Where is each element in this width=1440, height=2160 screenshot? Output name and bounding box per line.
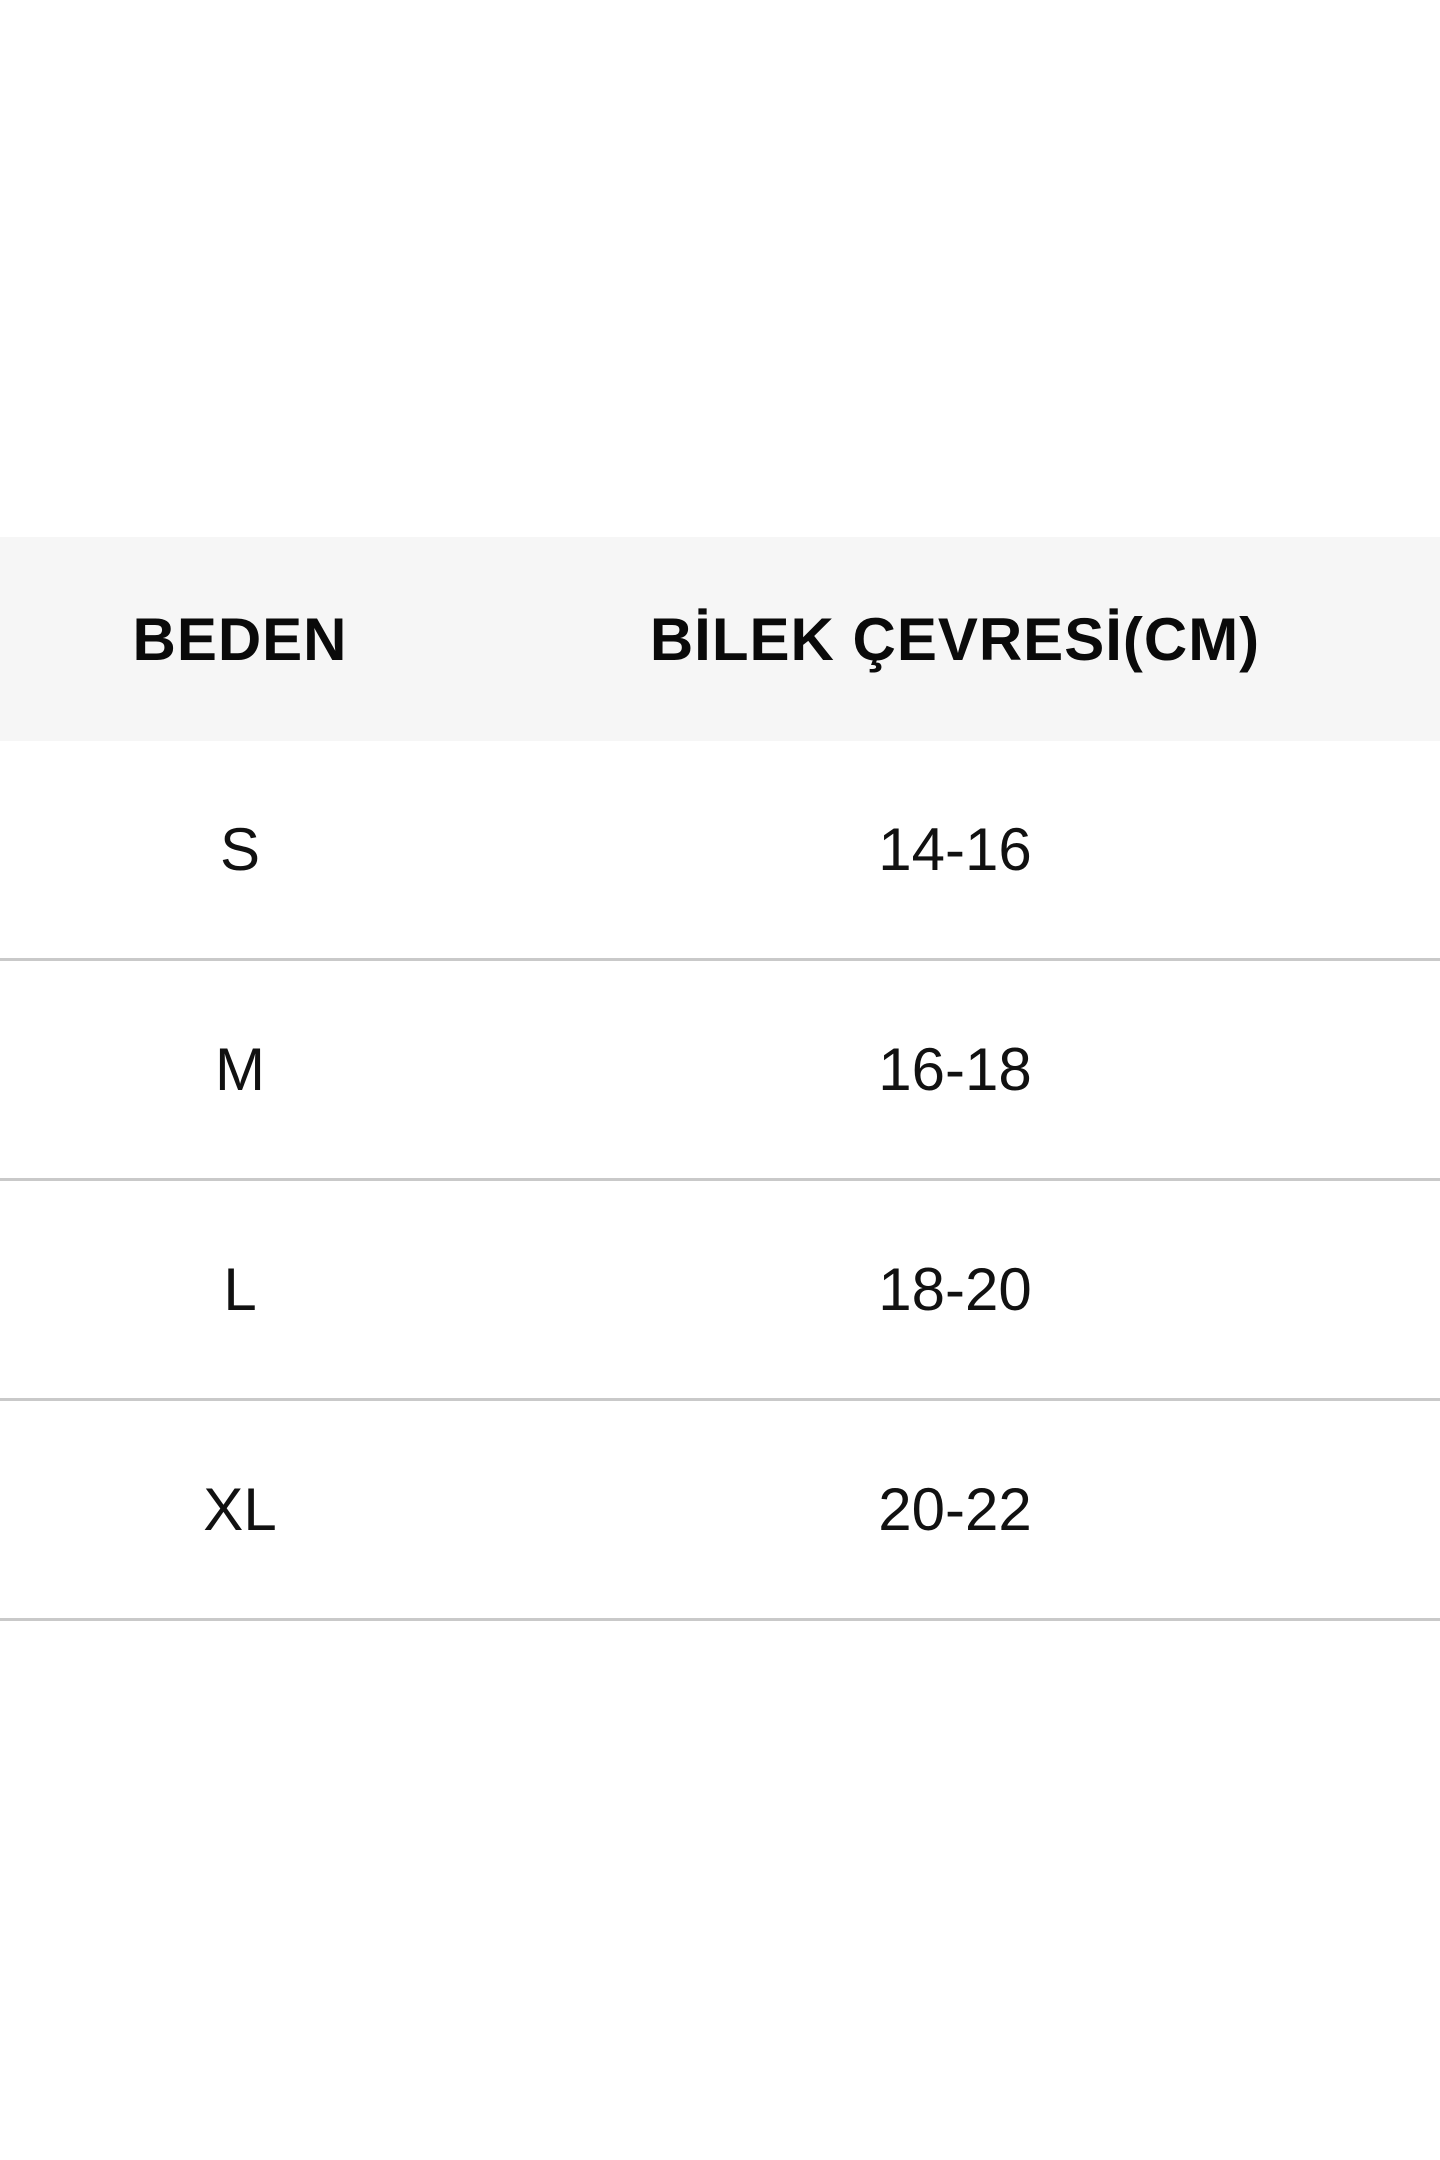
table-row: XL 20-22 [0, 1401, 1440, 1621]
size-cell: M [215, 1036, 265, 1103]
header-wrist-circumference: BİLEK ÇEVRESİ(CM) [649, 605, 1261, 673]
measurement-cell: 14-16 [878, 816, 1032, 883]
table-row: S 14-16 [0, 741, 1440, 961]
measurement-cell: 20-22 [878, 1476, 1032, 1543]
size-cell: L [223, 1256, 257, 1323]
size-cell: S [219, 816, 261, 883]
measurement-cell: 18-20 [878, 1256, 1032, 1323]
size-chart-table: BEDEN BİLEK ÇEVRESİ(CM) S 14-16 M 16-18 … [0, 537, 1440, 1621]
table-row: L 18-20 [0, 1181, 1440, 1401]
table-row: M 16-18 [0, 961, 1440, 1181]
measurement-cell: 16-18 [878, 1036, 1032, 1103]
size-cell: XL [203, 1476, 277, 1543]
header-size: BEDEN [132, 605, 348, 673]
table-header: BEDEN BİLEK ÇEVRESİ(CM) [0, 537, 1440, 741]
